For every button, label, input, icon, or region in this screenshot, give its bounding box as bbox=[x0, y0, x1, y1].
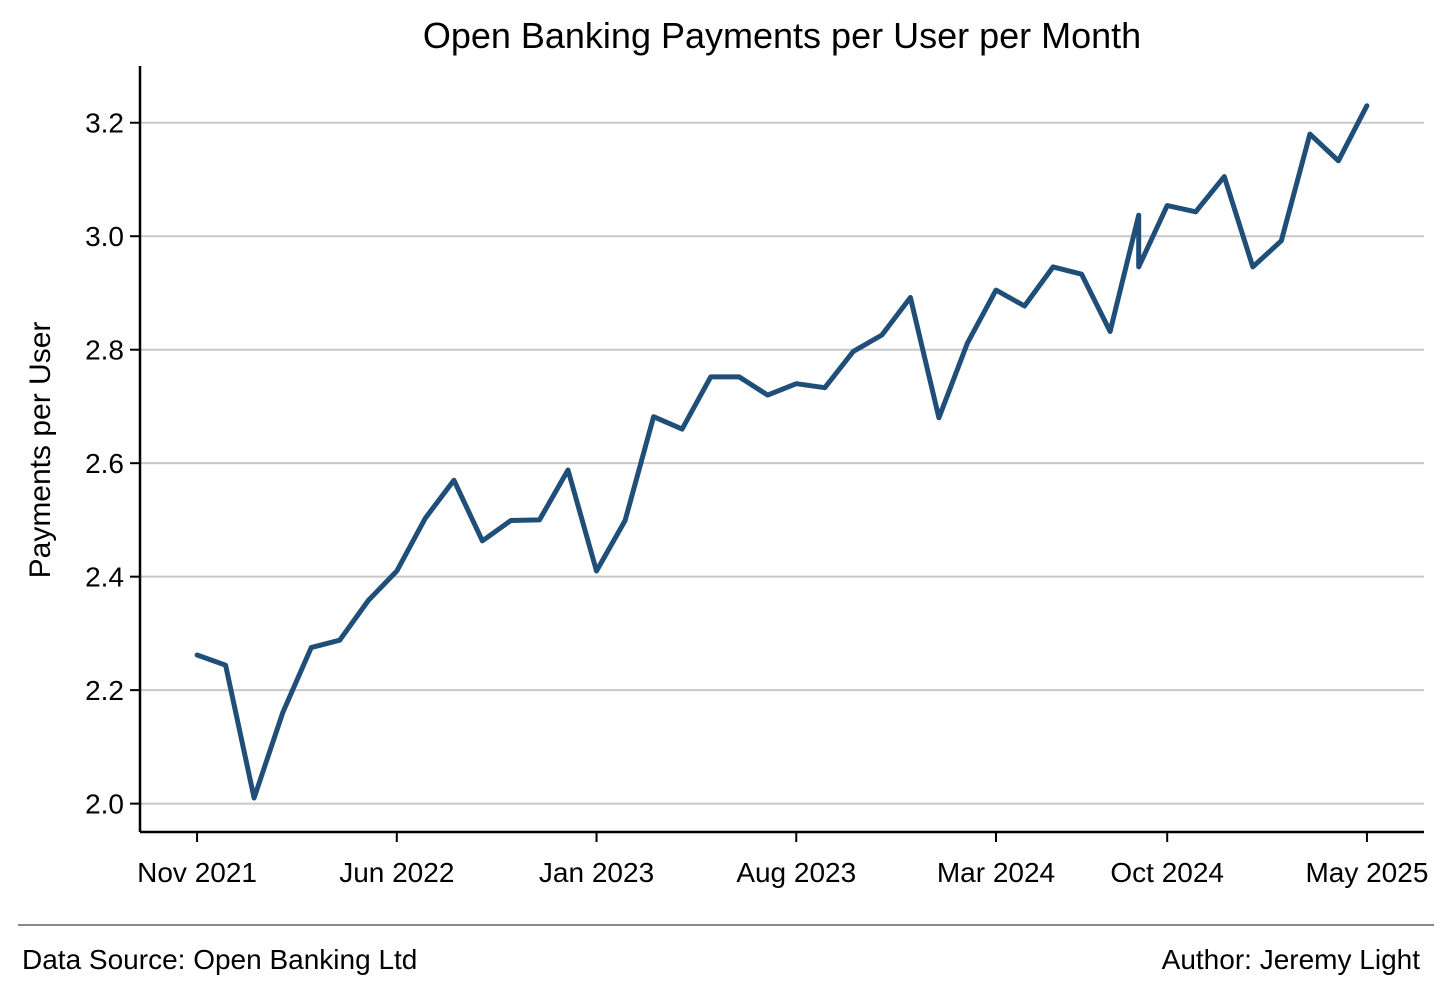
x-tick-label: Jan 2023 bbox=[539, 857, 654, 888]
gridlines bbox=[140, 121, 1424, 805]
series-line-layer bbox=[194, 103, 1370, 801]
x-tick-label: Jun 2022 bbox=[339, 857, 454, 888]
x-tick-label: Aug 2023 bbox=[736, 857, 856, 888]
y-tick-label: 2.8 bbox=[85, 335, 124, 366]
author-note: Author: Jeremy Light bbox=[1161, 944, 1420, 975]
chart-labels: Open Banking Payments per User per Month… bbox=[24, 15, 1141, 578]
y-tick-label: 2.2 bbox=[85, 675, 124, 706]
x-tick-label: Nov 2021 bbox=[137, 857, 257, 888]
y-tick-label: 3.2 bbox=[85, 108, 124, 139]
x-tick-label: May 2025 bbox=[1305, 857, 1428, 888]
x-tick-label: Mar 2024 bbox=[937, 857, 1055, 888]
y-axis-label: Payments per User bbox=[24, 322, 57, 579]
x-tick-label: Oct 2024 bbox=[1110, 857, 1224, 888]
chart-title: Open Banking Payments per User per Month bbox=[423, 15, 1141, 56]
y-tick-label: 2.6 bbox=[85, 448, 124, 479]
footer-divider bbox=[18, 924, 1434, 926]
axes: 2.0 2.2 2.4 2.6 2.8 3.0 3.2 Nov 2021 Jun 2022 Jan… bbox=[85, 66, 1428, 888]
data-source-note: Data Source: Open Banking Ltd bbox=[22, 944, 418, 975]
y-tick-label: 2.0 bbox=[85, 789, 124, 820]
y-tick-label: 2.4 bbox=[85, 562, 124, 593]
y-tick-label: 3.0 bbox=[85, 221, 124, 252]
series-line bbox=[194, 103, 1370, 801]
